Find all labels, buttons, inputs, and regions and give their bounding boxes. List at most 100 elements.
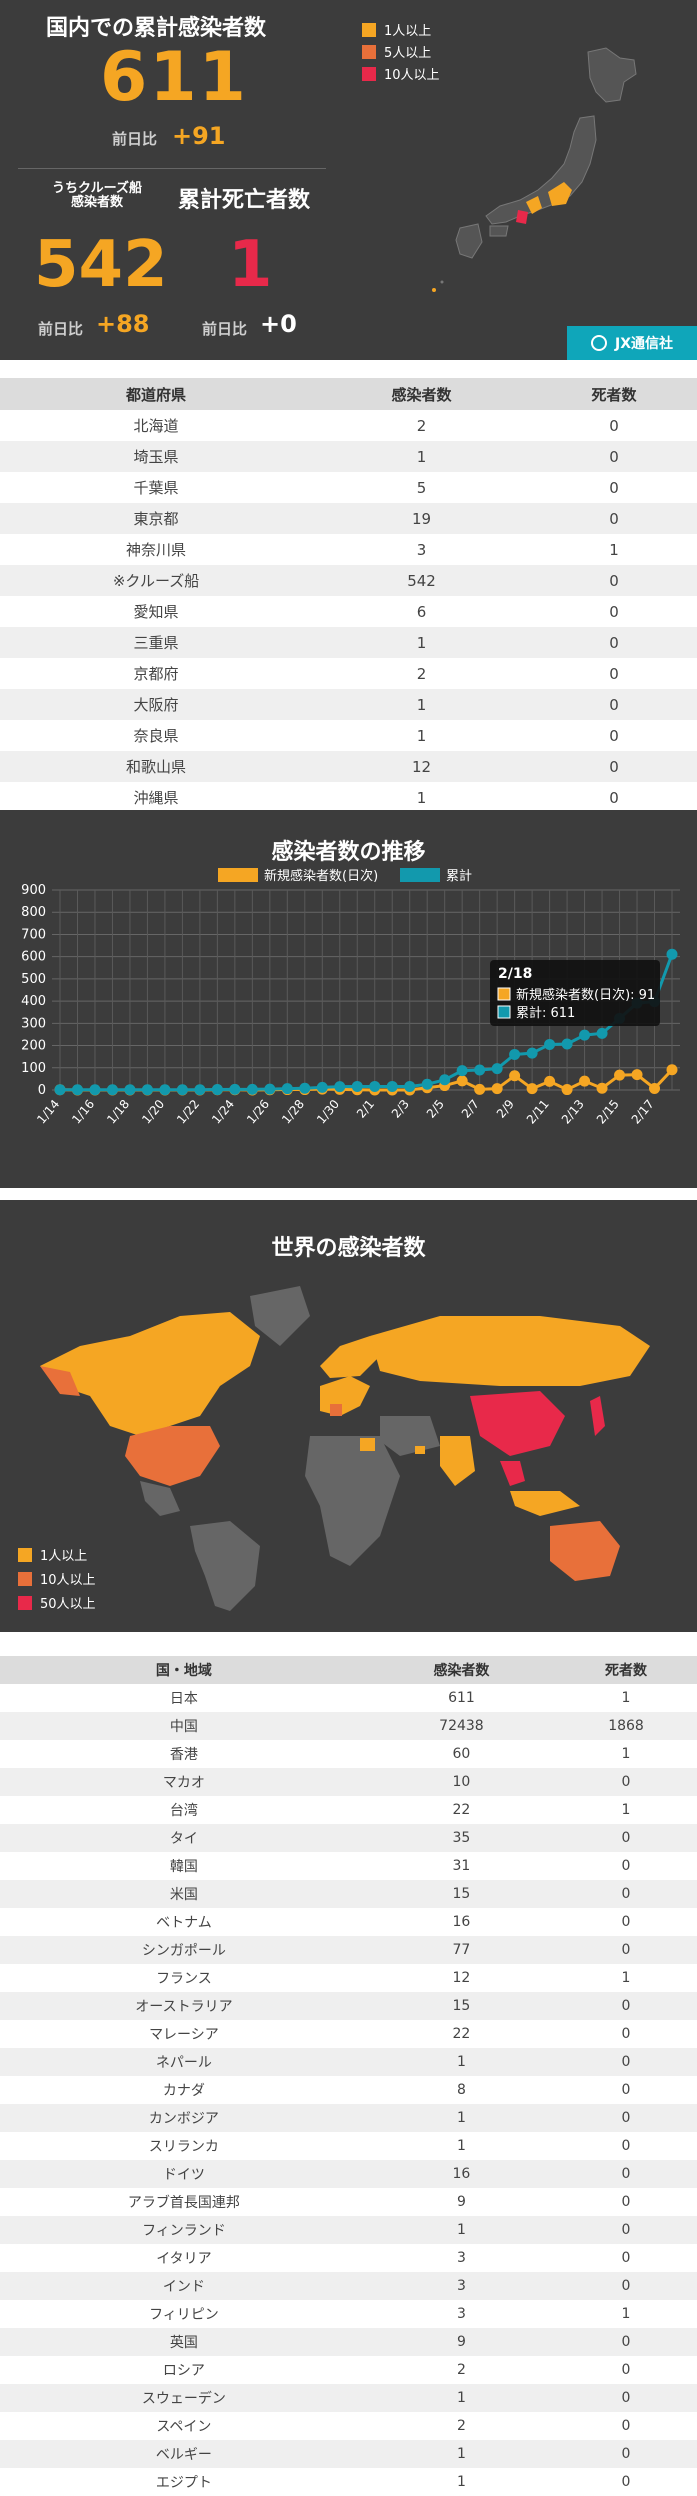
table-cell: カンボジア: [0, 2104, 368, 2132]
table-cell: 0: [530, 782, 697, 813]
table-cell: 5: [312, 472, 531, 503]
world-table: 国・地域 感染者数 死者数 日本 611 1 中国 72438 1868 香港 60 1 マカオ 1…: [0, 1656, 697, 2496]
world-legend-50: 50人以上: [18, 1593, 96, 1612]
table-cell: 0: [530, 720, 697, 751]
table-cell: 0: [555, 1768, 697, 1796]
table-cell: 1: [312, 689, 531, 720]
australia-region: [550, 1521, 620, 1581]
tooltip-box: [490, 960, 660, 1026]
data-point: [194, 1084, 206, 1096]
uae-region: [415, 1446, 425, 1454]
legend-label: 5人以上: [384, 46, 432, 61]
data-point: [491, 1063, 503, 1075]
y-tick-label: 600: [21, 950, 46, 965]
table-row: フィンランド 1 0: [0, 2216, 697, 2244]
table-cell: 1: [312, 627, 531, 658]
data-point: [299, 1082, 311, 1094]
table-row: 韓国 31 0: [0, 1852, 697, 1880]
table-cell: 神奈川県: [0, 534, 313, 565]
legend-label: 10人以上: [384, 68, 440, 83]
table-cell: 2: [312, 658, 531, 689]
canada-region: [40, 1312, 260, 1436]
legend-swatch: [362, 22, 376, 37]
col-header: 都道府県: [0, 378, 313, 410]
table-cell: 1: [312, 441, 531, 472]
table-cell: インド: [0, 2272, 368, 2300]
table-cell: ネパール: [0, 2048, 368, 2076]
greenland-region: [250, 1286, 310, 1346]
data-point: [579, 1075, 591, 1087]
table-row: インド 3 0: [0, 2272, 697, 2300]
legend-label: 1人以上: [40, 1549, 88, 1564]
table-cell: 0: [555, 2132, 697, 2160]
table-cell: 0: [555, 2440, 697, 2468]
cruise-title-line2: 感染者数: [70, 195, 123, 210]
data-point: [369, 1080, 381, 1092]
table-cell: ※クルーズ船: [0, 565, 313, 596]
tooltip-line: 新規感染者数(日次): 91: [516, 987, 655, 1003]
table-row: タイ 35 0: [0, 1824, 697, 1852]
table-cell: 22: [367, 2020, 556, 2048]
table-cell: 9: [367, 2328, 556, 2356]
island-dot: [440, 280, 444, 284]
cruise-total: 542: [34, 228, 168, 302]
jx-logo-icon: [590, 335, 607, 351]
table-cell: 0: [530, 503, 697, 534]
legend-swatch: [218, 868, 258, 882]
table-row: ベトナム 16 0: [0, 1908, 697, 1936]
y-tick-label: 700: [21, 927, 46, 942]
data-point: [456, 1075, 468, 1087]
data-point: [491, 1083, 503, 1095]
legend-10: 10人以上: [362, 64, 440, 83]
table-cell: 2: [367, 2412, 556, 2440]
x-tick-label: 1/30: [314, 1097, 342, 1127]
table-cell: 542: [312, 565, 531, 596]
table-cell: 0: [530, 410, 697, 441]
data-point: [334, 1081, 346, 1093]
legend-1: 1人以上: [362, 20, 431, 39]
legend-label: 10人以上: [40, 1573, 96, 1588]
col-header: 感染者数: [312, 378, 531, 410]
table-row: 京都府 2 0: [0, 658, 697, 689]
table-row: 香港 60 1: [0, 1740, 697, 1768]
y-tick-label: 900: [21, 883, 46, 898]
table-cell: 77: [367, 1936, 556, 1964]
table-row: スリランカ 1 0: [0, 2132, 697, 2160]
deaths-total: 1: [228, 228, 273, 302]
table-cell: 0: [555, 2244, 697, 2272]
table-row: フィリピン 3 1: [0, 2300, 697, 2328]
x-tick-label: 1/20: [139, 1097, 167, 1127]
data-point: [71, 1084, 83, 1096]
table-cell: 台湾: [0, 1796, 368, 1824]
table-cell: 19: [312, 503, 531, 534]
alaska-region: [40, 1366, 80, 1396]
table-cell: 愛知県: [0, 596, 313, 627]
table-cell: 0: [555, 1908, 697, 1936]
world-table-wrap: 国・地域 感染者数 死者数 日本 611 1 中国 72438 1868 香港 60 1 マカオ 1…: [0, 1656, 697, 2496]
deaths-prev-label: 前日比: [202, 320, 248, 338]
honshu-region: [485, 115, 597, 225]
data-point: [631, 1069, 643, 1081]
table-cell: 0: [530, 472, 697, 503]
table-row: 沖縄県 1 0: [0, 782, 697, 813]
table-row: 和歌山県 12 0: [0, 751, 697, 782]
table-cell: 0: [530, 441, 697, 472]
usa-region: [125, 1426, 220, 1486]
deaths-title: 累計死亡者数: [178, 188, 311, 213]
table-cell: 16: [367, 2160, 556, 2188]
table-cell: 1: [367, 2048, 556, 2076]
table-cell: フィリピン: [0, 2300, 368, 2328]
x-tick-label: 2/5: [424, 1097, 447, 1121]
y-tick-label: 200: [21, 1039, 46, 1054]
table-cell: 1: [367, 2384, 556, 2412]
y-tick-label: 800: [21, 905, 46, 920]
table-cell: 611: [367, 1684, 556, 1712]
data-point: [159, 1084, 171, 1096]
table-row: カナダ 8 0: [0, 2076, 697, 2104]
data-point: [211, 1084, 223, 1096]
world-legend-10: 10人以上: [18, 1569, 96, 1588]
table-cell: 16: [367, 1908, 556, 1936]
summary-panel: 国内での累計感染者数 611 前日比 +91 うちクルーズ船 感染者数 累計死亡…: [0, 0, 697, 360]
table-row: ロシア 2 0: [0, 2356, 697, 2384]
jx-badge[interactable]: JX通信社: [567, 326, 697, 360]
